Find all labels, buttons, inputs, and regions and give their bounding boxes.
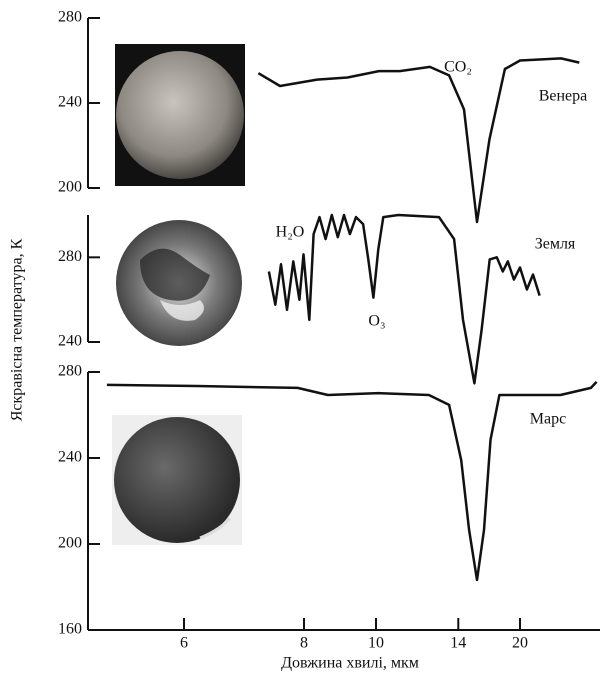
x-axis-label: Довжина хвилі, мкм [281, 655, 419, 672]
y-tick-label: 200 [58, 535, 82, 552]
data-line [267, 213, 541, 385]
y-tick-label: 240 [58, 94, 82, 111]
y-tick-label: 280 [58, 363, 82, 380]
annotation: O₃ [368, 313, 385, 330]
y-tick-label: 280 [58, 9, 82, 26]
y-tick-label: 200 [58, 179, 82, 196]
x-tick-label: 10 [368, 635, 384, 652]
series-label: Земля [535, 236, 576, 253]
annotation: H₂O [276, 224, 305, 241]
y-tick-label: 240 [58, 333, 82, 350]
mars-image [112, 415, 242, 545]
earth-image [115, 218, 243, 348]
series-label: Марс [530, 411, 566, 428]
x-tick-label: 20 [512, 635, 528, 652]
series-label: Венера [539, 88, 588, 105]
y-tick-label: 280 [58, 248, 82, 265]
data-line [257, 57, 580, 224]
data-line [106, 381, 598, 582]
x-tick-label: 6 [180, 635, 188, 652]
x-tick-label: 8 [300, 635, 308, 652]
y-axis-label: Яскравісна температура, К [9, 238, 26, 421]
x-tick-label: 14 [450, 635, 466, 652]
y-tick-label: 240 [58, 449, 82, 466]
annotation: CO₂ [444, 59, 472, 76]
venus-image [115, 44, 245, 186]
y-tick-label: 160 [58, 621, 82, 638]
